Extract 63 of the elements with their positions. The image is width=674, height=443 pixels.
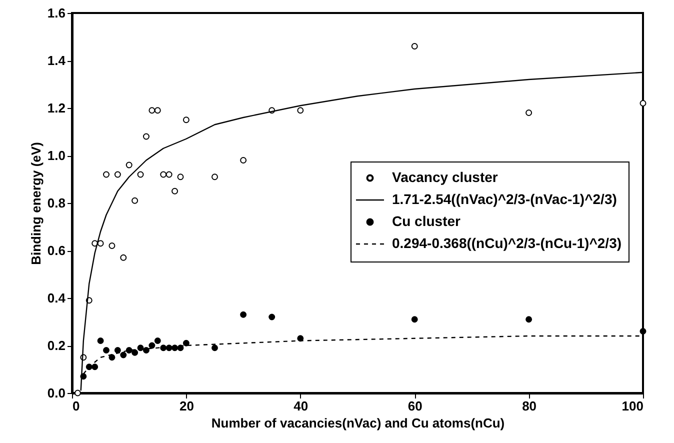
x-axis-title: Number of vacancies(nVac) and Cu atoms(nCu)	[211, 416, 505, 430]
point	[160, 171, 167, 178]
point	[137, 171, 144, 178]
legend-label: Vacancy cluster	[392, 169, 498, 185]
x-tick-label: 20	[179, 398, 194, 414]
y-tick-label: 0.6	[47, 243, 66, 258]
point	[114, 347, 121, 354]
point	[148, 342, 156, 349]
y-tick-label: 1.2	[47, 100, 66, 116]
point	[126, 347, 132, 354]
point	[108, 242, 116, 249]
point	[526, 316, 532, 323]
point	[154, 338, 161, 344]
legend-label: 1.71-2.54((nVac)^2/3-(nVac-1)^2/3)	[392, 191, 617, 207]
y-tick-label: 0.0	[47, 386, 66, 400]
point	[142, 133, 150, 140]
point	[526, 110, 532, 116]
point	[103, 171, 110, 178]
point	[120, 352, 127, 358]
point	[92, 364, 98, 370]
point	[120, 254, 127, 261]
y-tick-label: 0.4	[47, 290, 66, 306]
point	[640, 328, 646, 334]
point	[240, 311, 247, 318]
x-tick-label: 40	[294, 398, 308, 414]
x-tick-label: 100	[622, 398, 644, 414]
y-tick-label: 1.4	[47, 53, 66, 68]
point	[182, 340, 190, 346]
point	[297, 107, 304, 114]
point	[240, 157, 247, 164]
point	[97, 240, 104, 247]
point	[103, 347, 110, 354]
point	[177, 174, 184, 180]
point	[640, 100, 646, 106]
legend-label: Cu cluster	[392, 213, 462, 229]
point	[411, 43, 418, 50]
point	[108, 354, 116, 361]
point	[132, 197, 138, 204]
point	[268, 314, 276, 320]
point	[114, 171, 121, 178]
point	[166, 171, 172, 178]
y-tick-label: 1.6	[47, 6, 66, 20]
legend-label: 0.294-0.368((nCu)^2/3-(nCu-1)^2/3)	[392, 235, 622, 251]
point	[411, 316, 418, 323]
point	[74, 390, 81, 396]
y-tick-label: 0.8	[47, 196, 66, 210]
y-tick-label: 1.0	[47, 148, 66, 163]
point	[212, 174, 218, 180]
x-tick-label: 80	[522, 398, 537, 414]
point	[80, 373, 87, 380]
x-tick-label: 60	[408, 398, 422, 414]
point	[97, 338, 104, 344]
y-tick-label: 0.2	[47, 338, 66, 353]
x-tick-label: 0	[72, 398, 80, 414]
point	[154, 107, 161, 114]
point	[126, 162, 132, 168]
point	[212, 344, 218, 352]
point	[148, 107, 156, 114]
point	[132, 349, 138, 356]
y-axis-title: Binding energy (eV)	[28, 142, 44, 265]
point	[172, 188, 178, 194]
point	[182, 116, 190, 124]
point	[142, 347, 150, 354]
